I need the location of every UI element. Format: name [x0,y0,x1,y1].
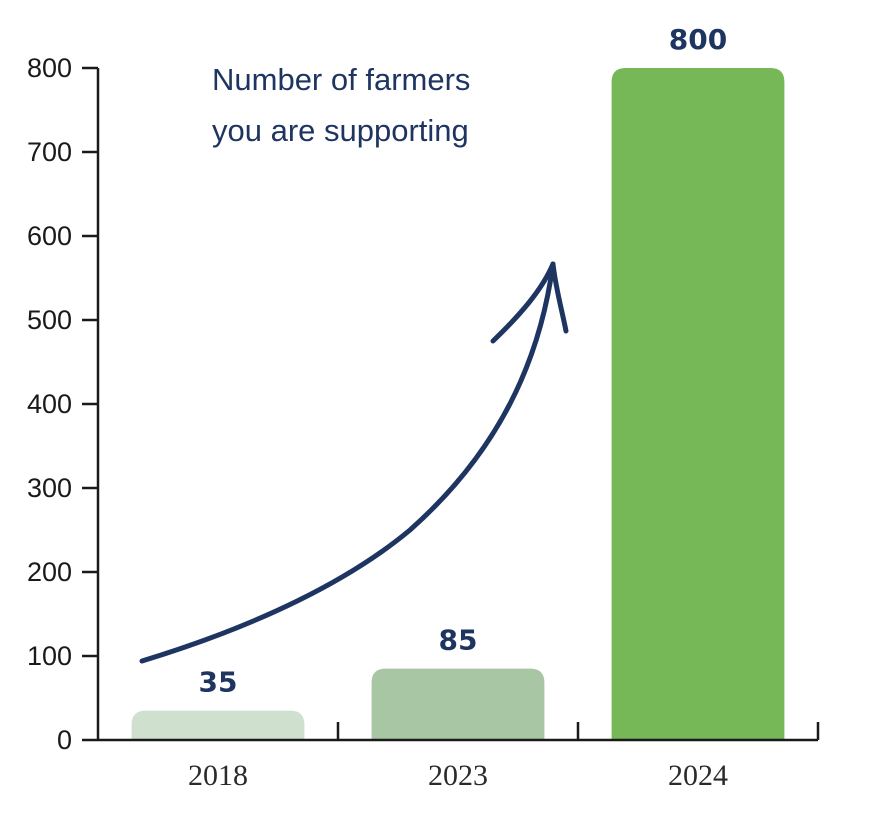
y-tick-label: 200 [27,557,72,587]
arrow-shaft [139,261,556,664]
y-tick-label: 800 [27,53,72,83]
bars-group [131,68,785,740]
y-ticks-group: 0 100 200 300 400 500 600 700 800 [27,53,98,755]
annotation-group: Number of farmers you are supporting [139,62,569,664]
y-tick-label: 0 [57,725,72,755]
y-tick-label: 500 [27,305,72,335]
value-label-2018: 35 [199,666,238,699]
value-labels-group: 35 85 800 [199,23,728,699]
y-tick-label: 700 [27,137,72,167]
annotation-line-1: Number of farmers [212,62,470,97]
y-tick-label: 300 [27,473,72,503]
value-label-2024: 800 [669,23,727,56]
bar-2023 [371,668,545,740]
bar-2024 [611,68,785,740]
x-ticks-group: 2018 2023 2024 [188,722,820,792]
x-tick-label-2024: 2024 [668,759,728,792]
upward-curved-arrow-icon [139,261,569,664]
y-tick-label: 600 [27,221,72,251]
value-label-2023: 85 [439,624,478,657]
y-tick-label: 100 [27,641,72,671]
arrow-head [490,261,569,344]
y-tick-label: 400 [27,389,72,419]
annotation-line-2: you are supporting [212,113,469,148]
x-tick-label-2023: 2023 [428,759,488,792]
x-tick-label-2018: 2018 [188,759,248,792]
bar-2018 [131,710,305,740]
